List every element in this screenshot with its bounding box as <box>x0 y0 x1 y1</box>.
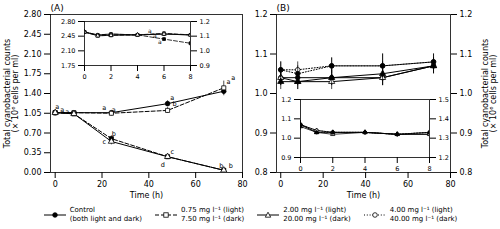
svg-text:8: 8 <box>188 73 192 81</box>
svg-text:0.8: 0.8 <box>460 168 473 177</box>
svg-text:1.40: 1.40 <box>24 89 42 98</box>
svg-text:0.9: 0.9 <box>281 154 291 162</box>
svg-text:0.00: 0.00 <box>24 168 42 177</box>
svg-text:0: 0 <box>278 180 283 189</box>
html-text:2.00 mg l⁻¹ (light) 20.00 mg l: 2.00 mg l⁻¹ (light) 20.00 mg l⁻¹ (dark) <box>283 206 351 223</box>
svg-text:a: a <box>60 106 64 114</box>
svg-text:a: a <box>170 94 175 103</box>
svg-text:1.2: 1.2 <box>439 154 449 162</box>
svg-text:1.1: 1.1 <box>460 50 473 59</box>
svg-text:0: 0 <box>53 180 58 189</box>
svg-text:a: a <box>231 74 235 82</box>
svg-text:0: 0 <box>82 73 86 81</box>
svg-text:1.0: 1.0 <box>200 47 210 55</box>
svg-text:a: a <box>65 108 69 116</box>
svg-text:Total cyanobacterial counts(×: Total cyanobacterial counts(× 10⁶ cells … <box>481 39 498 150</box>
svg-text:2.80: 2.80 <box>61 18 75 26</box>
svg-text:40: 40 <box>361 180 371 189</box>
svg-text:1.1: 1.1 <box>200 32 210 40</box>
html-text:Control (both light and dark): Control (both light and dark) <box>69 206 143 223</box>
svg-text:(A): (A) <box>51 3 64 13</box>
svg-text:a: a <box>102 104 106 112</box>
svg-text:1.3: 1.3 <box>439 134 449 142</box>
svg-text:1.5: 1.5 <box>439 96 449 104</box>
svg-text:60: 60 <box>191 180 201 189</box>
svg-text:a: a <box>158 38 162 45</box>
svg-text:b: b <box>229 162 233 170</box>
svg-text:2.80: 2.80 <box>24 10 42 19</box>
svg-text:40: 40 <box>144 180 154 189</box>
svg-text:0.8: 0.8 <box>255 168 268 177</box>
svg-text:2.10: 2.10 <box>61 47 75 55</box>
svg-text:0.9: 0.9 <box>255 129 268 138</box>
svg-text:1.2: 1.2 <box>460 10 473 19</box>
svg-text:80: 80 <box>445 180 455 189</box>
svg-text:b: b <box>219 162 223 170</box>
svg-text:a: a <box>55 103 59 111</box>
svg-text:20: 20 <box>318 180 328 189</box>
svg-text:(B): (B) <box>277 3 290 13</box>
svg-text:c: c <box>170 148 174 156</box>
svg-text:1.1: 1.1 <box>255 50 268 59</box>
svg-text:1.2: 1.2 <box>255 10 268 19</box>
svg-text:20: 20 <box>97 180 107 189</box>
svg-text:Time (h): Time (h) <box>129 191 163 200</box>
svg-text:1.75: 1.75 <box>61 62 75 70</box>
svg-text:a: a <box>226 78 230 86</box>
svg-text:a: a <box>112 106 116 114</box>
svg-text:2.10: 2.10 <box>24 50 42 59</box>
svg-text:1.2: 1.2 <box>200 18 210 26</box>
svg-text:b: b <box>112 130 116 138</box>
svg-text:1.0: 1.0 <box>255 89 268 98</box>
svg-text:d: d <box>161 161 165 169</box>
svg-text:1.0: 1.0 <box>460 89 473 98</box>
svg-text:0: 0 <box>298 165 302 173</box>
svg-text:80: 80 <box>237 180 247 189</box>
svg-text:a: a <box>153 32 157 39</box>
svg-text:4: 4 <box>135 73 139 81</box>
svg-text:0.70: 0.70 <box>24 129 42 138</box>
svg-text:2.45: 2.45 <box>61 32 75 40</box>
svg-text:1.05: 1.05 <box>24 109 42 118</box>
svg-text:1.75: 1.75 <box>24 69 42 78</box>
svg-text:c: c <box>103 138 107 146</box>
svg-text:6: 6 <box>395 165 399 173</box>
svg-text:b: b <box>173 100 177 108</box>
svg-text:2.45: 2.45 <box>24 30 42 39</box>
svg-text:1.1: 1.1 <box>281 115 291 123</box>
svg-text:0.9: 0.9 <box>460 129 473 138</box>
svg-text:60: 60 <box>403 180 413 189</box>
svg-text:4: 4 <box>363 165 367 173</box>
svg-text:2: 2 <box>331 165 335 173</box>
svg-text:Total cyanobacterial counts(×: Total cyanobacterial counts(× 10⁶ cells … <box>3 39 20 150</box>
svg-text:a: a <box>148 27 152 34</box>
svg-text:0.35: 0.35 <box>24 148 42 157</box>
svg-text:2: 2 <box>109 73 113 81</box>
html-text:4.00 mg l⁻¹ (light) 40.00 mg l: 4.00 mg l⁻¹ (light) 40.00 mg l⁻¹ (dark) <box>389 206 458 223</box>
svg-text:Time (h): Time (h) <box>346 191 380 200</box>
svg-text:1.0: 1.0 <box>281 134 291 142</box>
html-text:0.75 mg l⁻¹ (light) 7.50 mg l⁻: 0.75 mg l⁻¹ (light) 7.50 mg l⁻¹ (dark) <box>181 206 245 223</box>
svg-text:8: 8 <box>427 165 431 173</box>
svg-text:0.9: 0.9 <box>200 62 210 70</box>
svg-text:1.4: 1.4 <box>439 115 449 123</box>
svg-text:6: 6 <box>162 73 166 81</box>
svg-text:1.2: 1.2 <box>281 96 291 104</box>
